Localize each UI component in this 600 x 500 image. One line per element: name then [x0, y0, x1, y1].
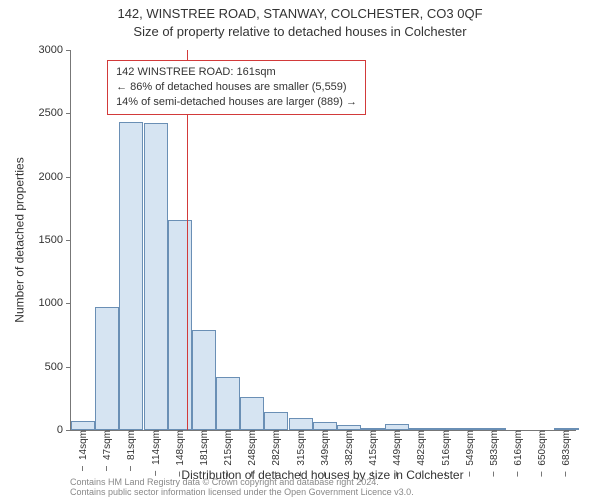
annotation-line1: 142 WINSTREE ROAD: 161sqm	[116, 65, 357, 80]
x-tick-label: 248sqm	[247, 430, 258, 472]
y-tick-label: 0	[57, 424, 71, 436]
annotation-box: 142 WINSTREE ROAD: 161sqm ← 86% of detac…	[107, 60, 366, 115]
histogram-bar	[95, 307, 119, 430]
y-tick-label: 1500	[39, 234, 71, 246]
histogram-bar	[168, 220, 192, 430]
chart-root: 142, WINSTREE ROAD, STANWAY, COLCHESTER,…	[0, 0, 600, 500]
x-tick-label: 415sqm	[368, 430, 379, 472]
y-axis-label: Number of detached properties	[12, 50, 28, 430]
x-tick-label: 616sqm	[513, 430, 524, 472]
x-tick-label: 282sqm	[271, 430, 282, 472]
y-tick-label: 1000	[39, 297, 71, 309]
y-tick-label: 500	[45, 361, 71, 373]
histogram-bar	[119, 122, 143, 430]
y-axis-label-text: Number of detached properties	[13, 157, 27, 322]
x-tick-label: 148sqm	[175, 430, 186, 472]
histogram-bar	[71, 421, 95, 430]
x-tick-label: 382sqm	[344, 430, 355, 472]
histogram-bar	[144, 123, 168, 430]
x-tick-label: 549sqm	[465, 430, 476, 472]
x-tick-label: 583sqm	[489, 430, 500, 472]
y-tick-label: 3000	[39, 44, 71, 56]
annotation-line3: 14% of semi-detached houses are larger (…	[116, 95, 357, 110]
histogram-bar	[240, 397, 264, 430]
y-tick-label: 2500	[39, 107, 71, 119]
footer-line2: Contains public sector information licen…	[70, 488, 414, 498]
x-tick-label: 650sqm	[537, 430, 548, 472]
x-tick-label: 315sqm	[296, 430, 307, 472]
x-tick-label: 449sqm	[392, 430, 403, 472]
x-tick-label: 47sqm	[102, 430, 113, 466]
x-tick-label: 81sqm	[126, 430, 137, 466]
x-tick-label: 215sqm	[223, 430, 234, 472]
x-tick-label: 349sqm	[320, 430, 331, 472]
histogram-bar	[192, 330, 216, 430]
x-tick-label: 482sqm	[416, 430, 427, 472]
plot-area: 142 WINSTREE ROAD: 161sqm ← 86% of detac…	[70, 50, 576, 431]
histogram-bar	[216, 377, 240, 430]
histogram-bar	[289, 418, 313, 430]
x-tick-label: 683sqm	[561, 430, 572, 472]
histogram-bar	[264, 412, 288, 430]
x-tick-label: 114sqm	[151, 430, 162, 471]
x-tick-label: 14sqm	[78, 430, 89, 466]
y-tick-label: 2000	[39, 171, 71, 183]
footer-attribution: Contains HM Land Registry data © Crown c…	[70, 478, 414, 498]
annotation-line2: ← 86% of detached houses are smaller (5,…	[116, 80, 357, 95]
histogram-bar	[313, 422, 337, 430]
x-tick-label: 516sqm	[441, 430, 452, 472]
chart-subtitle: Size of property relative to detached ho…	[0, 24, 600, 39]
x-tick-label: 181sqm	[199, 430, 210, 472]
chart-title: 142, WINSTREE ROAD, STANWAY, COLCHESTER,…	[0, 6, 600, 21]
